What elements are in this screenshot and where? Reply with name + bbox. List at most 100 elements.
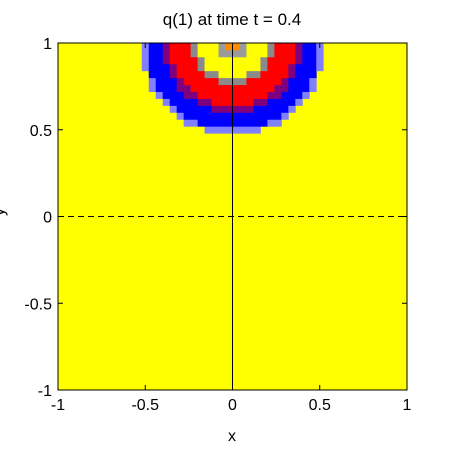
heatmap-cell [218, 49, 226, 58]
heatmap-cell [260, 112, 268, 120]
heatmap-cell [155, 70, 164, 79]
x-axis-label: x [228, 428, 236, 445]
heatmap-cell [274, 105, 282, 113]
heatmap-cell [260, 84, 268, 92]
heatmap-cell [176, 98, 185, 106]
heatmap-cell [190, 56, 198, 65]
heatmap-cell [190, 84, 198, 92]
heatmap-cell [246, 126, 254, 134]
heatmap-cell [169, 105, 178, 113]
heatmap-cell [155, 91, 164, 99]
heatmap-cell [239, 126, 247, 134]
heatmap-cell [211, 63, 219, 72]
heatmap-cell [253, 63, 261, 72]
heatmap-cell [232, 43, 240, 51]
heatmap-cell [239, 70, 247, 79]
heatmap-cell [148, 56, 157, 65]
heatmap-cell [197, 105, 205, 113]
heatmap-cell [148, 49, 157, 58]
x-tick-label: 1 [403, 397, 412, 414]
heatmap-cell [225, 77, 233, 86]
heatmap-cell [204, 49, 212, 58]
heatmap-cell [211, 112, 219, 120]
y-tick-label: 0.5 [30, 123, 52, 140]
heatmap-cell [190, 91, 198, 99]
heatmap-cell [155, 84, 164, 92]
heatmap-cell [218, 56, 226, 65]
heatmap-cell [211, 77, 219, 86]
heatmap-cell [218, 112, 226, 120]
heatmap-cell [204, 56, 212, 65]
heatmap-cell [225, 56, 233, 65]
heatmap-cell [197, 56, 205, 65]
heatmap-cell [281, 63, 289, 72]
heatmap-cell [211, 56, 219, 65]
heatmap-cell [148, 70, 157, 79]
heatmap-cell [232, 84, 240, 92]
heatmap-cell [211, 105, 219, 113]
heatmap-cell [162, 70, 171, 79]
heatmap-cell [211, 70, 219, 79]
heatmap-cell [288, 77, 296, 86]
heatmap-cell [183, 84, 192, 92]
y-tick-label: 0 [43, 210, 52, 227]
heatmap-cell [204, 77, 212, 86]
heatmap-cell [218, 43, 226, 51]
heatmap-cell [225, 63, 233, 72]
heatmap-cell [239, 77, 247, 86]
heatmap-cell [176, 105, 185, 113]
heatmap-cell [232, 119, 240, 127]
heatmap-cell [232, 63, 240, 72]
heatmap-cell [218, 77, 226, 86]
heatmap-cell [239, 112, 247, 120]
heatmap-cell [183, 70, 192, 79]
heatmap-cell [197, 84, 205, 92]
heatmap-cell [204, 126, 212, 134]
heatmap-cell [295, 77, 303, 86]
heatmap-cell [281, 98, 289, 106]
heatmap-cell [267, 112, 275, 120]
heatmap-cell [141, 56, 150, 65]
heatmap-cell [204, 105, 212, 113]
heatmap-cell [267, 70, 275, 79]
heatmap-cell [253, 56, 261, 65]
heatmap-cell [183, 77, 192, 86]
heatmap-cell [225, 98, 233, 106]
heatmap-cell [246, 63, 254, 72]
heatmap-cell [281, 84, 289, 92]
heatmap-cell [162, 77, 171, 86]
heatmap-cell [260, 77, 268, 86]
heatmap-cell [169, 91, 178, 99]
heatmap-cell [267, 56, 275, 65]
heatmap-cell [183, 98, 192, 106]
heatmap-cell [295, 98, 303, 106]
heatmap-cell [302, 43, 310, 51]
heatmap-cell [253, 112, 261, 120]
heatmap-cell [176, 63, 185, 72]
heatmap-cell [183, 105, 192, 113]
heatmap-cell [190, 119, 198, 127]
heatmap-cell [246, 91, 254, 99]
heatmap-cell [239, 119, 247, 127]
heatmap-cell [239, 84, 247, 92]
heatmap-cell [267, 49, 275, 58]
heatmap-cell [302, 84, 310, 92]
heatmap-cell [148, 63, 157, 72]
heatmap-cell [246, 98, 254, 106]
heatmap-cell [183, 112, 192, 120]
heatmap-cell [281, 77, 289, 86]
heatmap-cell [176, 49, 185, 58]
heatmap-cell [274, 77, 282, 86]
heatmap-cell [302, 70, 310, 79]
heatmap-cell [169, 98, 178, 106]
heatmap-cell [246, 77, 254, 86]
heatmap-cell [183, 43, 192, 51]
heatmap-cell [162, 49, 171, 58]
heatmap-cell [225, 84, 233, 92]
heatmap-cell [176, 70, 185, 79]
heatmap-cell [253, 77, 261, 86]
heatmap-cell [267, 105, 275, 113]
heatmap-cell [295, 56, 303, 65]
heatmap-cell [274, 63, 282, 72]
